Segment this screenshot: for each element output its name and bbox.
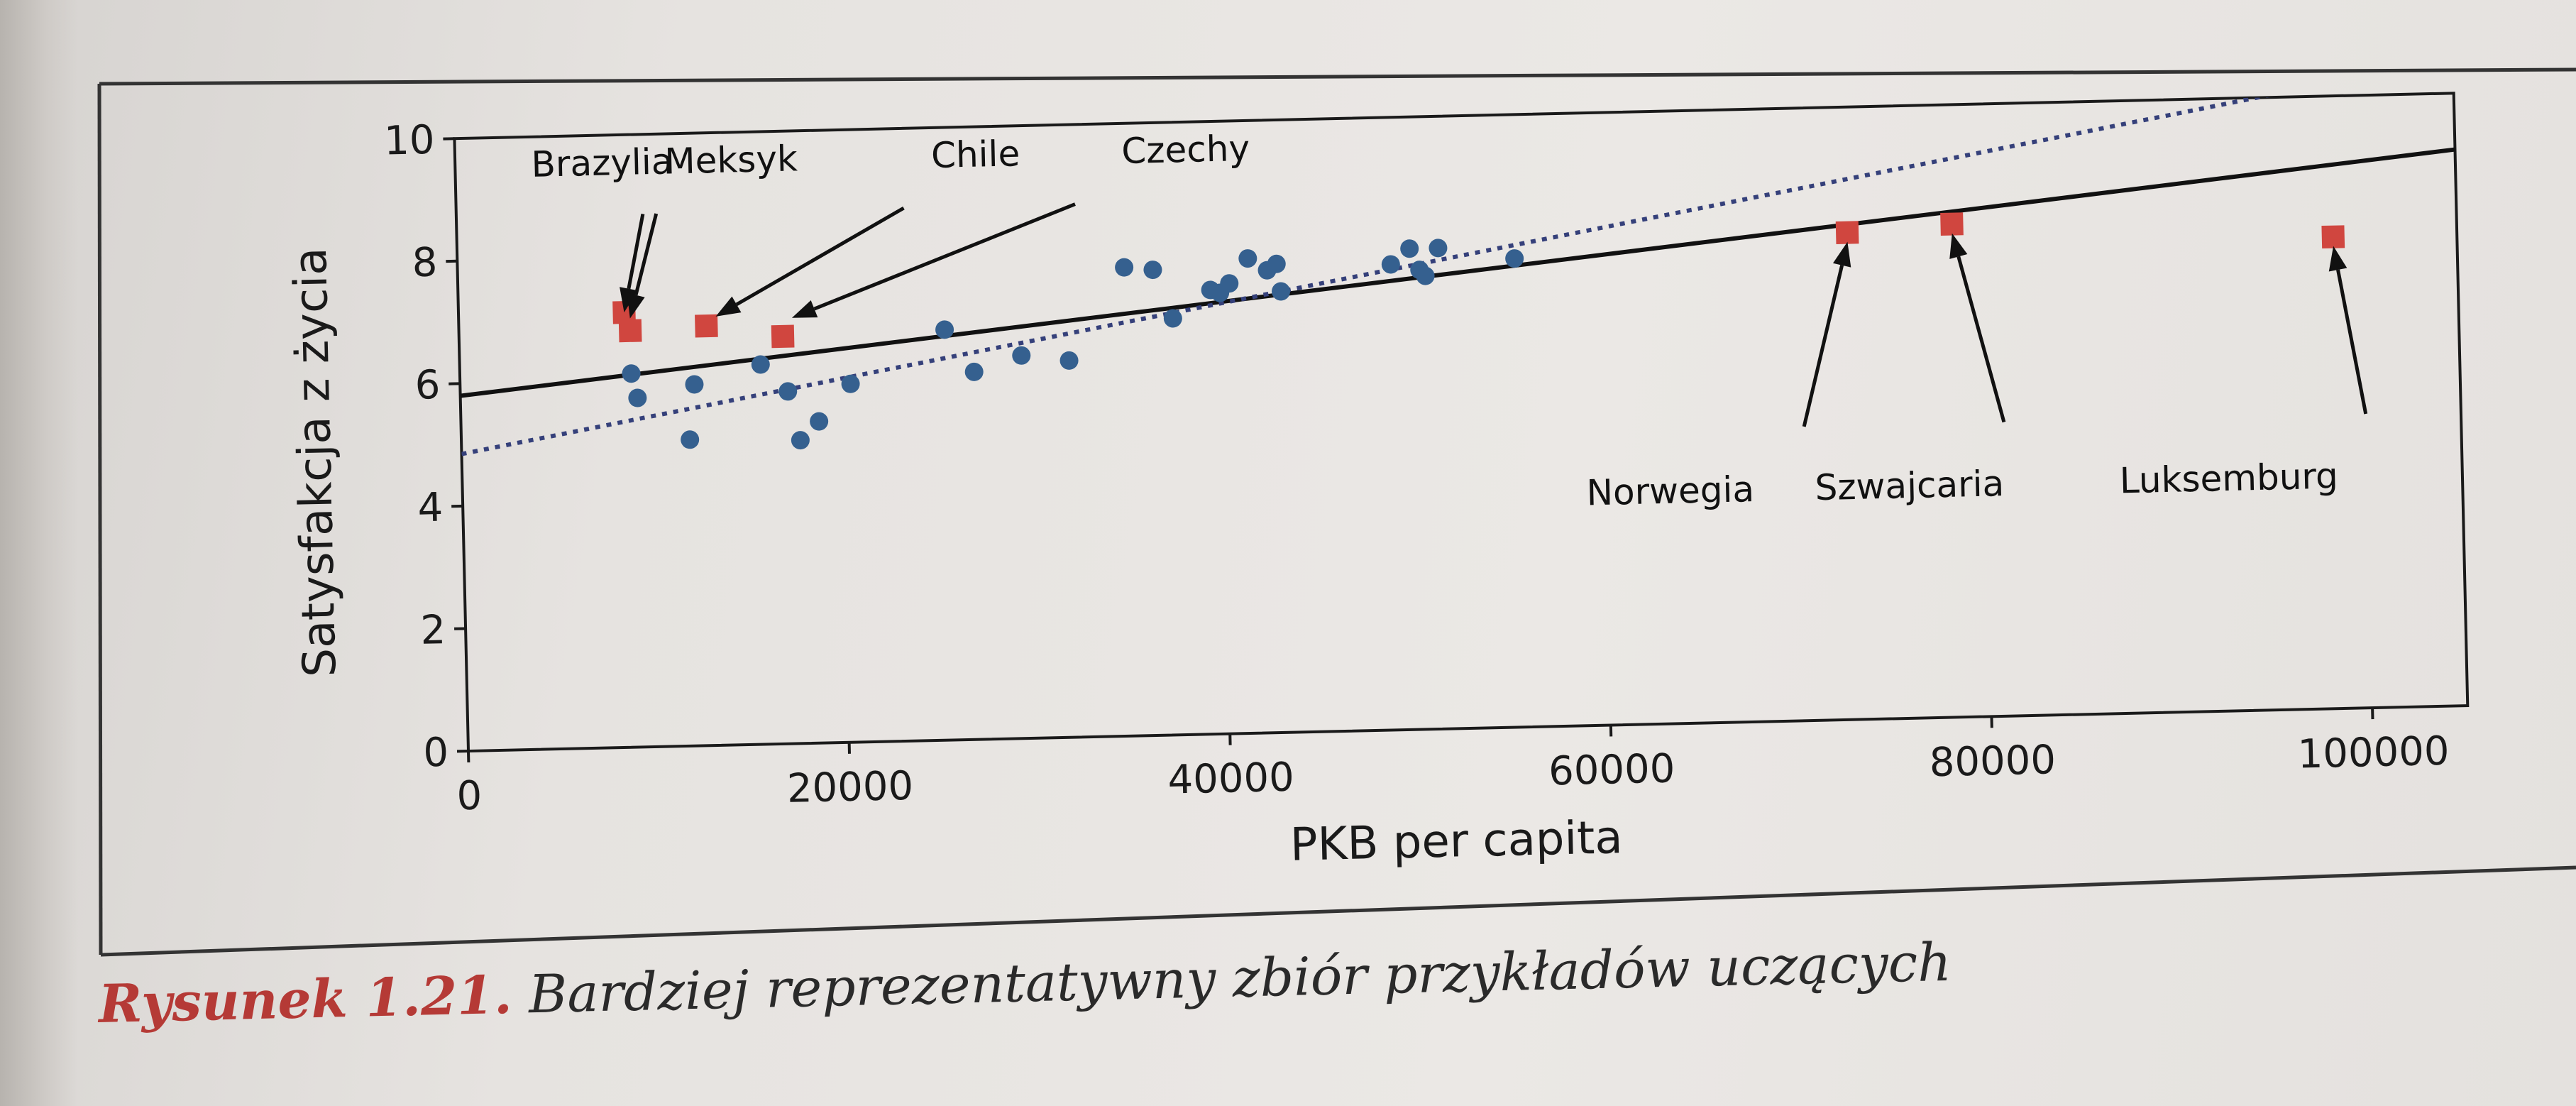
y-tick-label: 6 — [414, 362, 441, 409]
data-point-circle — [1220, 274, 1239, 293]
y-axis-title: Satysfakcja z życia — [285, 247, 347, 678]
annotation-arrow-head — [2328, 246, 2347, 272]
data-point-circle — [1272, 282, 1291, 301]
data-point-circle — [628, 388, 647, 407]
data-point-circle — [841, 374, 860, 393]
annotation-label: Norwegia — [1586, 469, 1755, 513]
annotation-arrow-head — [791, 300, 818, 318]
annotation-label: Luksemburg — [2119, 455, 2338, 501]
data-point-circle — [681, 430, 700, 449]
data-point-square — [2321, 225, 2345, 249]
annotation-arrow-shaft — [627, 213, 645, 290]
data-points — [612, 212, 2345, 450]
annotation-arrow-shaft — [813, 202, 1076, 311]
annotation-arrow-shaft — [1956, 256, 2006, 423]
annotation-label: Meksyk — [664, 138, 798, 182]
figure-caption-label: Rysunek 1.21. — [98, 964, 513, 1035]
data-point-circle — [685, 375, 704, 394]
data-point-square — [695, 314, 718, 338]
annotation-label: Brazylia — [531, 141, 673, 185]
x-tick-label: 0 — [456, 773, 483, 820]
x-tick-label: 40000 — [1167, 755, 1295, 804]
data-point-circle — [810, 412, 829, 431]
annotation-arrow-shaft — [1802, 265, 1844, 427]
annotation-arrow-head — [715, 296, 742, 317]
annotation-arrow-head — [627, 292, 645, 319]
data-point-circle — [1238, 249, 1257, 268]
annotation-arrow-shaft — [2336, 269, 2368, 415]
annotation-arrow-shaft — [735, 206, 905, 307]
data-point-circle — [935, 320, 954, 339]
x-tick-label: 20000 — [786, 763, 914, 812]
data-point-circle — [1012, 346, 1031, 365]
y-tick-label: 10 — [383, 117, 435, 165]
figure-frame-bottom — [100, 865, 2576, 957]
annotation-arrow-head — [1832, 241, 1851, 268]
data-point-square — [618, 319, 642, 343]
x-tick-label: 80000 — [1929, 737, 2057, 786]
x-axis-title: PKB per capita — [1289, 811, 1623, 872]
data-point-circle — [778, 382, 798, 401]
data-point-circle — [1400, 239, 1419, 258]
data-point-circle — [1115, 258, 1134, 277]
data-point-square — [771, 324, 795, 349]
data-point-square — [1835, 221, 1859, 245]
data-point-circle — [1143, 261, 1162, 280]
annotation-label: Szwajcaria — [1815, 463, 2005, 508]
annotation-arrow-shaft — [634, 213, 659, 296]
x-tick-label: 60000 — [1548, 745, 1676, 794]
y-tick-label: 4 — [417, 485, 444, 532]
x-tick-label: 100000 — [2297, 728, 2450, 778]
regression-line-solid — [460, 147, 2455, 398]
regression-lines — [460, 93, 2455, 456]
data-point-circle — [1163, 309, 1182, 328]
annotation-arrows — [620, 202, 2368, 427]
data-point-circle — [1059, 351, 1079, 370]
data-point-circle — [964, 362, 984, 381]
data-point-circle — [1416, 266, 1435, 285]
figure-frame-top — [99, 67, 2576, 86]
annotation-label: Czechy — [1121, 128, 1250, 172]
annotation-arrow-head — [1949, 233, 1968, 259]
y-axis-ticks: 0 2 4 6 8 10 — [383, 117, 469, 777]
y-tick-label: 2 — [420, 607, 446, 654]
plot-area — [453, 92, 2470, 753]
data-point-circle — [751, 355, 770, 374]
data-point-circle — [622, 364, 641, 383]
annotation-label: Chile — [930, 133, 1020, 176]
data-point-circle — [1505, 249, 1524, 268]
book-binding-shadow — [0, 0, 78, 1106]
data-point-circle — [1429, 239, 1448, 258]
data-point-circle — [1267, 254, 1286, 273]
figure-frame-left — [97, 83, 103, 956]
data-point-circle — [791, 431, 810, 450]
regression-line-dotted — [461, 93, 2454, 456]
data-point-circle — [1381, 255, 1400, 274]
x-axis-ticks: 0 20000 40000 60000 80000 100000 — [456, 708, 2450, 820]
y-tick-label: 8 — [412, 239, 438, 286]
y-tick-label: 0 — [423, 730, 449, 777]
data-point-square — [1940, 212, 1964, 236]
